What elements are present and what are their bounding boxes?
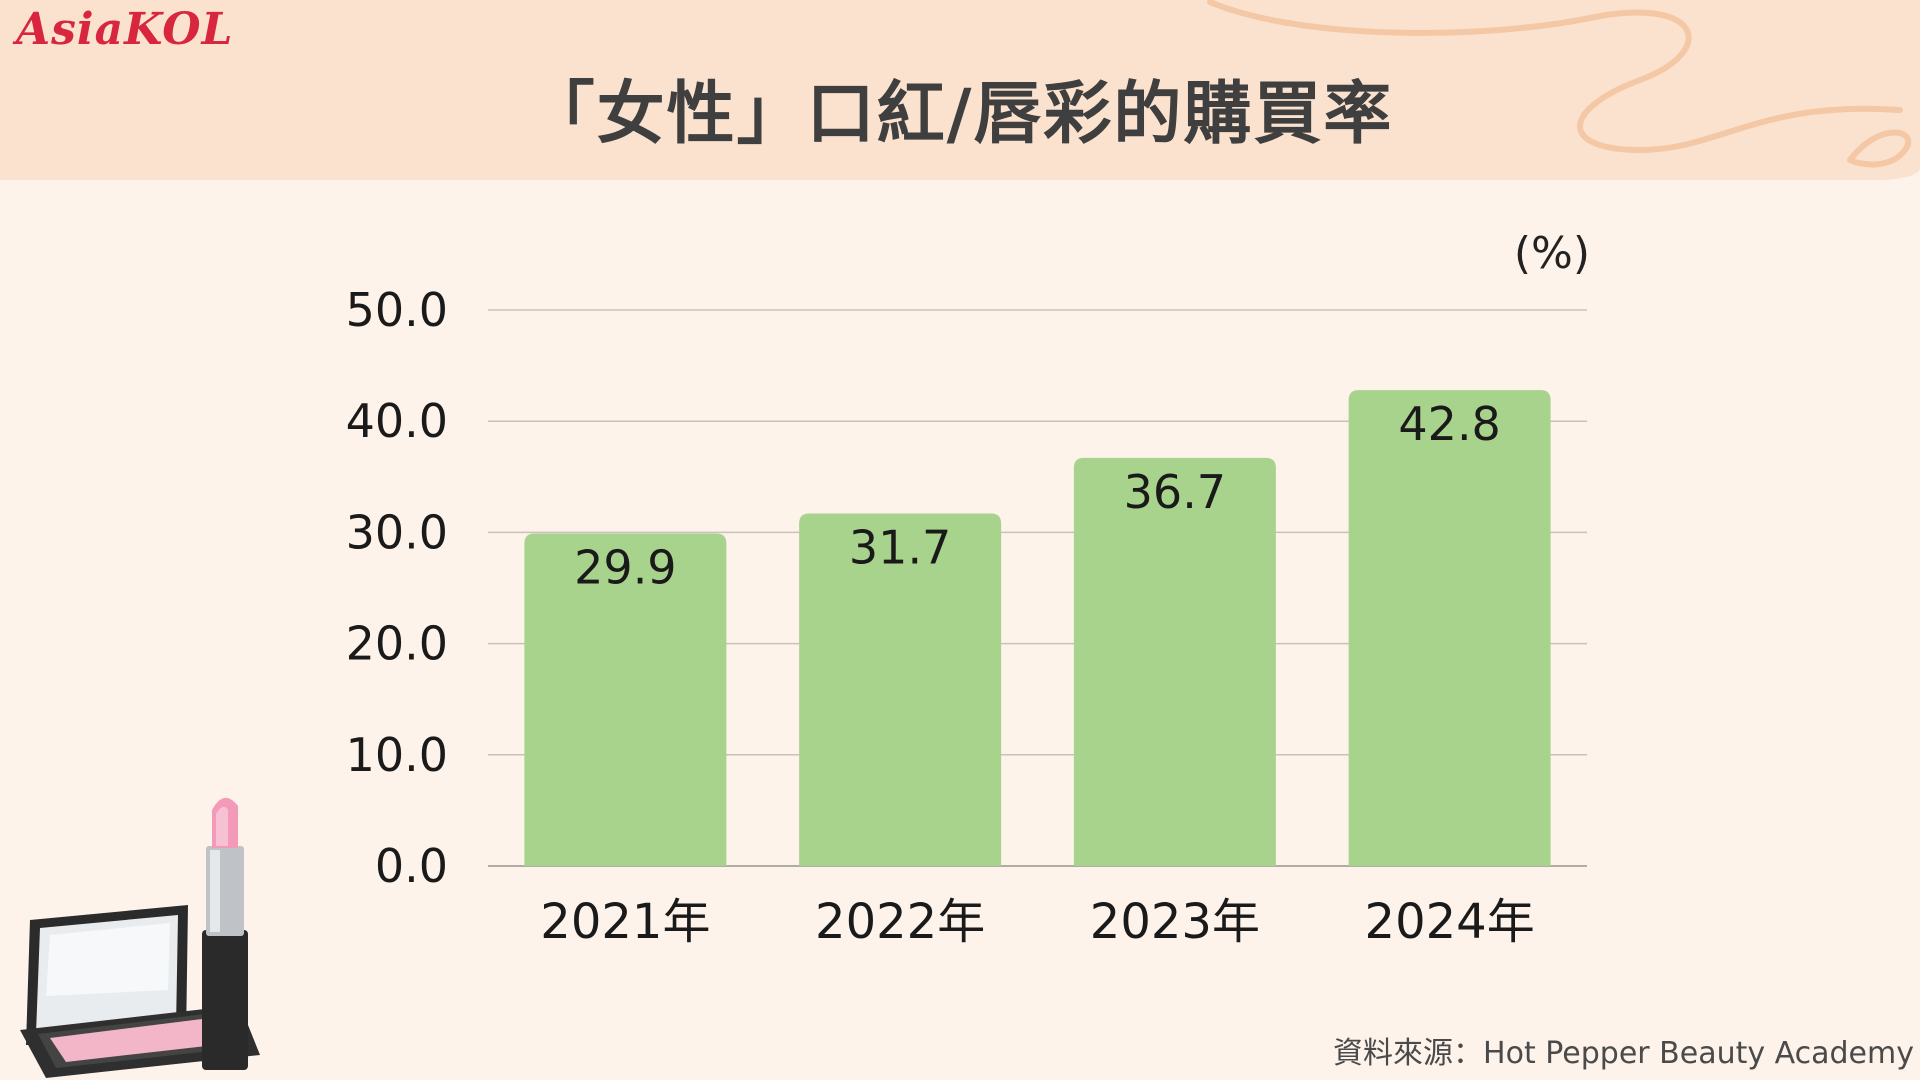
y-tick-labels: 0.0 10.0 20.0 30.0 40.0 50.0 xyxy=(346,283,448,893)
bar-value-label: 31.7 xyxy=(849,520,951,574)
lipstick-compact-illustration-icon xyxy=(20,797,260,1078)
bar xyxy=(524,533,727,866)
y-tick-label: 20.0 xyxy=(346,617,448,671)
x-tick-label: 2022年 xyxy=(815,894,985,950)
header-band xyxy=(0,0,1920,180)
bar-value-label: 42.8 xyxy=(1398,397,1500,451)
y-tick-label: 10.0 xyxy=(346,728,448,782)
unit-label: (%) xyxy=(1514,228,1590,279)
x-tick-labels: 2021年 2022年 2023年 2024年 xyxy=(540,894,1534,950)
y-tick-label: 0.0 xyxy=(375,839,448,893)
value-labels: 29.9 31.7 36.7 42.8 xyxy=(574,397,1501,594)
y-tick-label: 40.0 xyxy=(346,394,448,448)
y-tick-label: 30.0 xyxy=(346,505,448,559)
bars xyxy=(524,390,1551,866)
bar-value-label: 29.9 xyxy=(574,541,676,595)
decorative-swirl-icon xyxy=(1207,0,1912,168)
bar xyxy=(799,513,1002,866)
bar xyxy=(1073,457,1276,866)
x-tick-label: 2023年 xyxy=(1090,894,1260,950)
brand-logo: AsiaKOL xyxy=(16,4,234,55)
y-tick-label: 50.0 xyxy=(346,283,448,337)
x-tick-label: 2021年 xyxy=(540,894,710,950)
bar-value-label: 36.7 xyxy=(1124,465,1226,519)
page-title: 「女性」口紅/唇彩的購買率 xyxy=(526,75,1394,154)
x-tick-label: 2024年 xyxy=(1365,894,1535,950)
bar xyxy=(1348,390,1551,866)
source-note: 資料來源：Hot Pepper Beauty Academy xyxy=(1333,1036,1914,1071)
